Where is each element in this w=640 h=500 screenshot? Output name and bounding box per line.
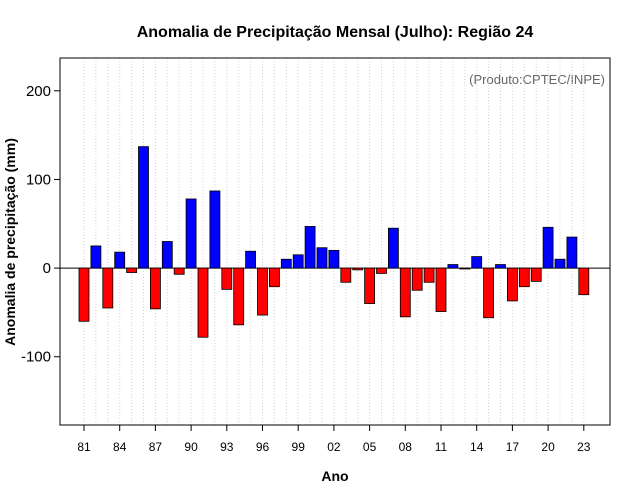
bar-1996 — [257, 267, 268, 316]
y-tick-label: 200 — [26, 83, 51, 100]
bar-2008 — [399, 267, 411, 318]
bar-2003 — [340, 267, 352, 283]
y-axis-label: Anomalia de precipitação (mm) — [2, 138, 18, 346]
y-tick-label: -100 — [21, 349, 51, 366]
bar-2022 — [566, 236, 578, 269]
plot-frame — [59, 57, 611, 426]
bar-2004 — [352, 267, 364, 271]
bar-2019 — [530, 267, 542, 282]
x-tick-label: 96 — [256, 440, 270, 454]
bar-1998 — [280, 258, 292, 269]
bar-1991 — [197, 267, 209, 338]
x-tick-label: 87 — [149, 440, 163, 454]
x-tick-label: 99 — [292, 440, 306, 454]
bar-2023 — [578, 267, 590, 296]
bar-1981 — [78, 267, 90, 322]
x-tick-label: 23 — [577, 440, 591, 454]
bar-1992 — [209, 190, 221, 269]
bar-1995 — [245, 250, 257, 269]
bar-2009 — [411, 267, 423, 291]
x-axis-label: Ano — [321, 468, 348, 484]
bars-group — [78, 146, 590, 338]
bar-2006 — [376, 267, 387, 274]
x-tick-label: 05 — [363, 440, 377, 454]
bar-2012 — [447, 264, 459, 269]
x-tick-label: 20 — [541, 440, 555, 454]
x-axis: 81 84 87 90 93 96 99 02 05 08 11 14 17 20 23 — [77, 425, 591, 454]
x-tick-label: 14 — [470, 440, 484, 454]
bar-2021 — [554, 258, 566, 269]
y-axis: -100 0 100 200 — [21, 83, 60, 366]
bar-2018 — [518, 267, 530, 288]
x-tick-label: 02 — [327, 440, 341, 454]
bar-1986 — [138, 146, 149, 269]
bar-2013 — [459, 267, 471, 270]
bar-1994 — [233, 267, 245, 326]
bar-2016 — [495, 264, 506, 269]
bar-1985 — [126, 267, 137, 273]
bar-2015 — [483, 267, 495, 319]
x-tick-label: 08 — [399, 440, 413, 454]
chart-title: Anomalia de Precipitação Mensal (Julho):… — [137, 24, 534, 41]
bar-2007 — [387, 227, 399, 269]
bar-2001 — [316, 247, 328, 269]
bar-2000 — [304, 226, 316, 269]
bar-2010 — [423, 267, 435, 283]
x-tick-label: 17 — [506, 440, 520, 454]
bar-1989 — [173, 267, 185, 275]
bar-1993 — [221, 267, 233, 290]
bar-1990 — [185, 198, 197, 269]
bar-1982 — [90, 245, 102, 269]
grid-lines — [83, 58, 585, 425]
bar-2014 — [471, 256, 483, 269]
bar-1987 — [149, 267, 161, 310]
bar-2005 — [364, 267, 376, 304]
x-tick-label: 90 — [184, 440, 198, 454]
bar-1984 — [114, 251, 126, 269]
source-annotation: (Produto:CPTEC/INPE) — [469, 72, 605, 87]
bar-2017 — [506, 267, 518, 302]
bar-2011 — [435, 267, 447, 312]
x-tick-label: 11 — [435, 440, 448, 454]
y-tick-label: 100 — [26, 171, 51, 188]
bar-2002 — [328, 249, 340, 269]
bar-1988 — [161, 241, 173, 269]
bar-1983 — [102, 267, 114, 309]
bar-1999 — [292, 254, 304, 269]
x-tick-label: 81 — [77, 440, 91, 454]
x-tick-label: 93 — [220, 440, 234, 454]
y-tick-label: 0 — [43, 260, 51, 277]
bar-1997 — [268, 267, 280, 288]
bar-2020 — [542, 226, 554, 269]
x-tick-label: 84 — [113, 440, 127, 454]
